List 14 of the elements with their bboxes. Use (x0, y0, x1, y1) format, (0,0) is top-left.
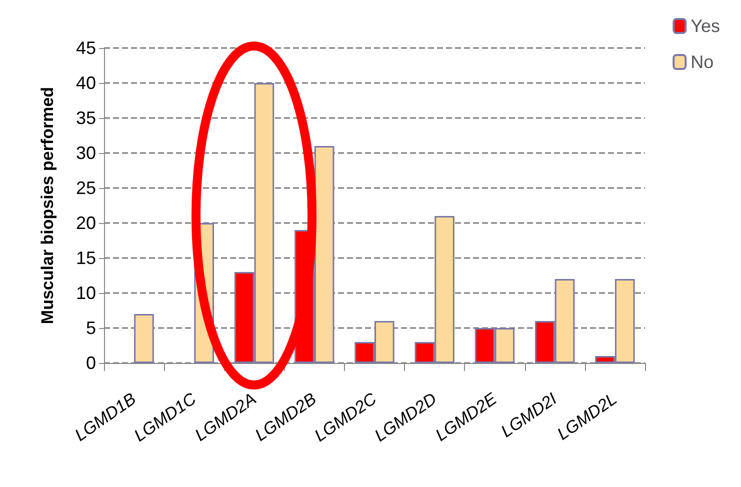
y-tick-label: 30 (76, 143, 96, 163)
legend-label: Yes (690, 16, 720, 36)
y-tick-label: 10 (76, 283, 96, 303)
legend-label: No (690, 52, 714, 72)
y-tick-label: 45 (76, 38, 96, 58)
bar (134, 314, 154, 363)
y-tick-label: 25 (76, 178, 96, 198)
y-tick-label: 5 (86, 318, 96, 338)
y-tick-label: 40 (76, 73, 96, 93)
y-tick-label: 20 (76, 213, 96, 233)
y-axis-title: Muscular biopsies performed (38, 86, 57, 324)
y-tick-label: 15 (76, 248, 96, 268)
y-tick-label: 0 (86, 353, 96, 373)
y-tick-label: 35 (76, 108, 96, 128)
